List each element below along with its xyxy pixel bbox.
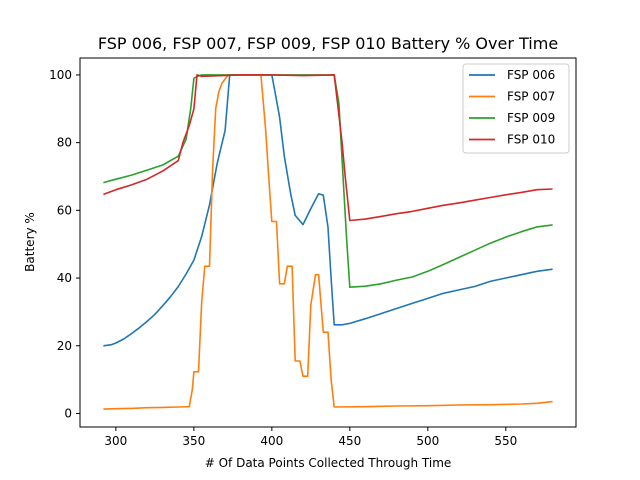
x-tick-label: 400	[260, 434, 283, 448]
plot-frame	[79, 57, 577, 428]
y-tick-label: 0	[64, 406, 72, 420]
x-tick-label: 450	[338, 434, 361, 448]
y-tick-label: 100	[49, 68, 72, 82]
legend-label-fsp-009: FSP 009	[507, 111, 555, 125]
x-axis-ticks: 300 350 400 450 500 550	[104, 427, 517, 448]
legend-label-fsp-010: FSP 010	[507, 133, 555, 147]
y-axis-ticks: 0 20 40 60 80 100	[49, 68, 80, 420]
x-tick-label: 550	[494, 434, 517, 448]
series-line-fsp-007	[103, 74, 553, 410]
y-tick-label: 40	[57, 271, 72, 285]
x-tick-label: 350	[182, 434, 205, 448]
legend: FSP 006 FSP 007 FSP 009 FSP 010	[462, 63, 570, 154]
legend-label-fsp-007: FSP 007	[507, 90, 555, 104]
legend-frame	[462, 63, 570, 154]
series-line-fsp-010	[103, 74, 553, 222]
y-tick-label: 80	[57, 136, 72, 150]
chart-title: FSP 006, FSP 007, FSP 009, FSP 010 Batte…	[98, 34, 558, 53]
series-layer	[103, 74, 553, 410]
y-tick-label: 60	[57, 203, 72, 217]
plot-area	[79, 57, 577, 428]
x-axis-label: # Of Data Points Collected Through Time	[205, 456, 452, 470]
series-line-fsp-006	[103, 74, 553, 347]
y-tick-label: 20	[57, 339, 72, 353]
x-tick-label: 500	[416, 434, 439, 448]
y-axis-label: Battery %	[23, 212, 37, 272]
legend-label-fsp-006: FSP 006	[507, 68, 555, 82]
x-tick-label: 300	[104, 434, 127, 448]
